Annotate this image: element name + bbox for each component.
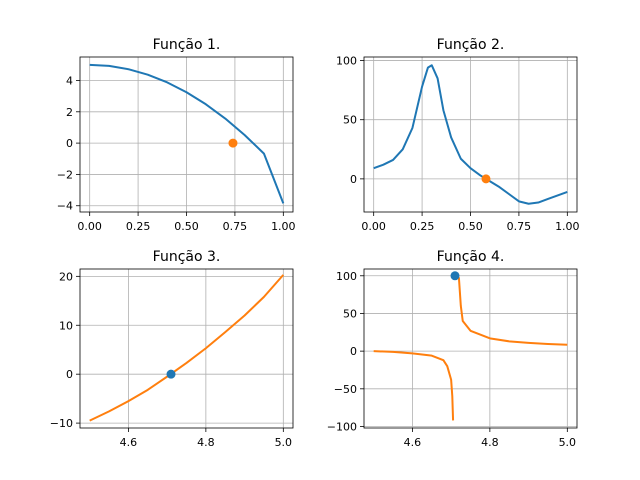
x-tick-label: 0.75 xyxy=(223,220,248,233)
x-tick-label: 0.25 xyxy=(410,220,435,233)
axes-frame xyxy=(79,268,294,429)
chart-panel-4: 4.6 4.8 5.0 −100 −50 0 50 100 Função 4. xyxy=(327,249,578,449)
y-tick-label: 0 xyxy=(66,368,73,381)
y-tick-label: 100 xyxy=(336,55,357,68)
y-tick-label: 4 xyxy=(66,74,73,87)
x-tick-label: 1.00 xyxy=(271,220,296,233)
x-tick-label: 4.6 xyxy=(404,436,422,449)
y-tick-label: −50 xyxy=(334,383,357,396)
series-line xyxy=(89,274,285,422)
x-tick-label: 4.8 xyxy=(481,436,499,449)
chart-panel-1: 0.00 0.25 0.50 0.75 1.00 −4 −2 0 2 4 Função 1. xyxy=(57,37,296,233)
series-line xyxy=(373,350,455,421)
chart-title: Função 1. xyxy=(153,37,221,53)
y-tick-label: −100 xyxy=(327,420,357,433)
chart-title: Função 3. xyxy=(153,249,221,265)
y-tick-label: 20 xyxy=(59,270,73,283)
root-marker xyxy=(228,138,238,148)
chart-title: Função 4. xyxy=(437,249,505,265)
y-tick-label: 50 xyxy=(343,114,357,127)
series-line xyxy=(89,63,285,204)
y-tick-label: 0 xyxy=(66,137,73,150)
x-tick-label: 5.0 xyxy=(275,436,293,449)
chart-panel-3: 4.6 4.8 5.0 −10 0 10 20 Função 3. xyxy=(50,249,294,449)
series-line xyxy=(457,277,568,346)
y-tick-label: −2 xyxy=(57,168,73,181)
x-tick-label: 1.00 xyxy=(555,220,580,233)
x-tick-label: 0.50 xyxy=(174,220,199,233)
chart-panel-2: 0.00 0.25 0.50 0.75 1.00 0 50 100 Função 2. xyxy=(336,37,580,233)
root-marker xyxy=(450,271,460,281)
y-tick-label: 50 xyxy=(343,307,357,320)
y-tick-label: 100 xyxy=(336,270,357,283)
root-marker xyxy=(481,174,491,184)
y-tick-label: −4 xyxy=(57,200,73,213)
x-tick-label: 0.50 xyxy=(458,220,483,233)
axes-frame xyxy=(363,268,578,429)
x-tick-label: 4.8 xyxy=(197,436,215,449)
root-marker xyxy=(166,369,176,379)
y-tick-label: 0 xyxy=(350,173,357,186)
x-tick-label: 0.00 xyxy=(361,220,386,233)
series-line xyxy=(373,64,568,205)
x-tick-label: 5.0 xyxy=(559,436,577,449)
y-tick-label: −10 xyxy=(50,417,73,430)
chart-title: Função 2. xyxy=(437,37,505,53)
y-tick-label: 10 xyxy=(59,319,73,332)
y-tick-label: 2 xyxy=(66,106,73,119)
x-tick-label: 0.25 xyxy=(126,220,151,233)
x-tick-label: 4.6 xyxy=(120,436,138,449)
x-tick-label: 0.75 xyxy=(507,220,532,233)
y-tick-label: 0 xyxy=(350,345,357,358)
x-tick-label: 0.00 xyxy=(77,220,102,233)
